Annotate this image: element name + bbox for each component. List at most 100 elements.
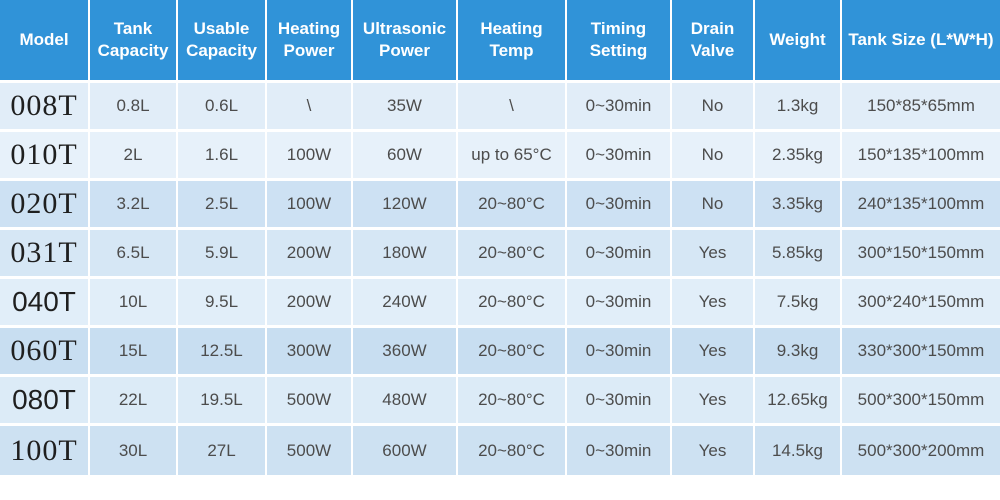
cell-timing-setting: 0~30min xyxy=(567,426,672,475)
cell-ultrasonic-power: 240W xyxy=(353,279,458,328)
cell-heating-temp: 20~80°C xyxy=(458,426,567,475)
cell-model: 080T xyxy=(0,377,90,426)
header-heating-temp: Heating Temp xyxy=(458,0,567,83)
cell-tank-size: 240*135*100mm xyxy=(842,181,1000,230)
header-model: Model xyxy=(0,0,90,83)
cell-weight: 3.35kg xyxy=(755,181,842,230)
cell-heating-temp: 20~80°C xyxy=(458,377,567,426)
cell-drain-valve: Yes xyxy=(672,328,755,377)
cell-weight: 5.85kg xyxy=(755,230,842,279)
cell-tank-size: 150*135*100mm xyxy=(842,132,1000,181)
cell-ultrasonic-power: 480W xyxy=(353,377,458,426)
cell-tank-capacity: 6.5L xyxy=(90,230,178,279)
cell-tank-capacity: 10L xyxy=(90,279,178,328)
cell-model: 008T xyxy=(0,83,90,132)
header-usable-capacity: Usable Capacity xyxy=(178,0,267,83)
header-tank-capacity: Tank Capacity xyxy=(90,0,178,83)
cell-tank-capacity: 2L xyxy=(90,132,178,181)
table-row: 008T 0.8L 0.6L \ 35W \ 0~30min No 1.3kg … xyxy=(0,83,1000,132)
cell-tank-size: 150*85*65mm xyxy=(842,83,1000,132)
cell-heating-temp: 20~80°C xyxy=(458,328,567,377)
cell-drain-valve: Yes xyxy=(672,426,755,475)
cell-weight: 12.65kg xyxy=(755,377,842,426)
cell-heating-power: 100W xyxy=(267,181,353,230)
table-row: 020T 3.2L 2.5L 100W 120W 20~80°C 0~30min… xyxy=(0,181,1000,230)
cell-drain-valve: No xyxy=(672,181,755,230)
cell-heating-temp: 20~80°C xyxy=(458,230,567,279)
cell-heating-temp: up to 65°C xyxy=(458,132,567,181)
header-tank-size: Tank Size (L*W*H) xyxy=(842,0,1000,83)
header-row: Model Tank Capacity Usable Capacity Heat… xyxy=(0,0,1000,83)
cell-tank-capacity: 22L xyxy=(90,377,178,426)
cell-model: 020T xyxy=(0,181,90,230)
table-row: 010T 2L 1.6L 100W 60W up to 65°C 0~30min… xyxy=(0,132,1000,181)
cell-ultrasonic-power: 600W xyxy=(353,426,458,475)
cell-heating-temp: \ xyxy=(458,83,567,132)
cell-usable-capacity: 1.6L xyxy=(178,132,267,181)
cell-heating-temp: 20~80°C xyxy=(458,181,567,230)
cell-timing-setting: 0~30min xyxy=(567,132,672,181)
cell-timing-setting: 0~30min xyxy=(567,279,672,328)
cell-usable-capacity: 2.5L xyxy=(178,181,267,230)
cell-weight: 7.5kg xyxy=(755,279,842,328)
cell-heating-power: 200W xyxy=(267,279,353,328)
cell-usable-capacity: 5.9L xyxy=(178,230,267,279)
cell-tank-size: 330*300*150mm xyxy=(842,328,1000,377)
cell-ultrasonic-power: 180W xyxy=(353,230,458,279)
cell-drain-valve: Yes xyxy=(672,377,755,426)
cell-drain-valve: No xyxy=(672,132,755,181)
cell-model: 010T xyxy=(0,132,90,181)
product-spec-table: Model Tank Capacity Usable Capacity Heat… xyxy=(0,0,1000,475)
cell-timing-setting: 0~30min xyxy=(567,230,672,279)
cell-tank-capacity: 15L xyxy=(90,328,178,377)
table-row: 100T 30L 27L 500W 600W 20~80°C 0~30min Y… xyxy=(0,426,1000,475)
cell-ultrasonic-power: 35W xyxy=(353,83,458,132)
cell-ultrasonic-power: 120W xyxy=(353,181,458,230)
header-drain-valve: Drain Valve xyxy=(672,0,755,83)
cell-tank-capacity: 3.2L xyxy=(90,181,178,230)
table-row: 040T 10L 9.5L 200W 240W 20~80°C 0~30min … xyxy=(0,279,1000,328)
cell-weight: 1.3kg xyxy=(755,83,842,132)
cell-model: 040T xyxy=(0,279,90,328)
cell-heating-power: 200W xyxy=(267,230,353,279)
table-row: 060T 15L 12.5L 300W 360W 20~80°C 0~30min… xyxy=(0,328,1000,377)
cell-tank-size: 300*240*150mm xyxy=(842,279,1000,328)
cell-tank-capacity: 0.8L xyxy=(90,83,178,132)
header-heating-power: Heating Power xyxy=(267,0,353,83)
cell-usable-capacity: 27L xyxy=(178,426,267,475)
cell-heating-power: 300W xyxy=(267,328,353,377)
cell-weight: 14.5kg xyxy=(755,426,842,475)
cell-ultrasonic-power: 60W xyxy=(353,132,458,181)
cell-heating-power: 500W xyxy=(267,377,353,426)
header-weight: Weight xyxy=(755,0,842,83)
cell-tank-size: 500*300*150mm xyxy=(842,377,1000,426)
cell-drain-valve: Yes xyxy=(672,230,755,279)
header-timing-setting: Timing Setting xyxy=(567,0,672,83)
cell-tank-size: 300*150*150mm xyxy=(842,230,1000,279)
cell-usable-capacity: 12.5L xyxy=(178,328,267,377)
header-ultrasonic-power: Ultrasonic Power xyxy=(353,0,458,83)
cell-drain-valve: No xyxy=(672,83,755,132)
table-body: 008T 0.8L 0.6L \ 35W \ 0~30min No 1.3kg … xyxy=(0,83,1000,475)
cell-usable-capacity: 19.5L xyxy=(178,377,267,426)
cell-model: 031T xyxy=(0,230,90,279)
cell-model: 100T xyxy=(0,426,90,475)
cell-heating-temp: 20~80°C xyxy=(458,279,567,328)
cell-usable-capacity: 0.6L xyxy=(178,83,267,132)
cell-timing-setting: 0~30min xyxy=(567,83,672,132)
cell-weight: 2.35kg xyxy=(755,132,842,181)
cell-heating-power: 100W xyxy=(267,132,353,181)
table-header: Model Tank Capacity Usable Capacity Heat… xyxy=(0,0,1000,83)
cell-ultrasonic-power: 360W xyxy=(353,328,458,377)
cell-weight: 9.3kg xyxy=(755,328,842,377)
table-row: 080T 22L 19.5L 500W 480W 20~80°C 0~30min… xyxy=(0,377,1000,426)
cell-model: 060T xyxy=(0,328,90,377)
cell-tank-size: 500*300*200mm xyxy=(842,426,1000,475)
cell-drain-valve: Yes xyxy=(672,279,755,328)
cell-tank-capacity: 30L xyxy=(90,426,178,475)
cell-timing-setting: 0~30min xyxy=(567,181,672,230)
cell-heating-power: \ xyxy=(267,83,353,132)
cell-usable-capacity: 9.5L xyxy=(178,279,267,328)
table-row: 031T 6.5L 5.9L 200W 180W 20~80°C 0~30min… xyxy=(0,230,1000,279)
